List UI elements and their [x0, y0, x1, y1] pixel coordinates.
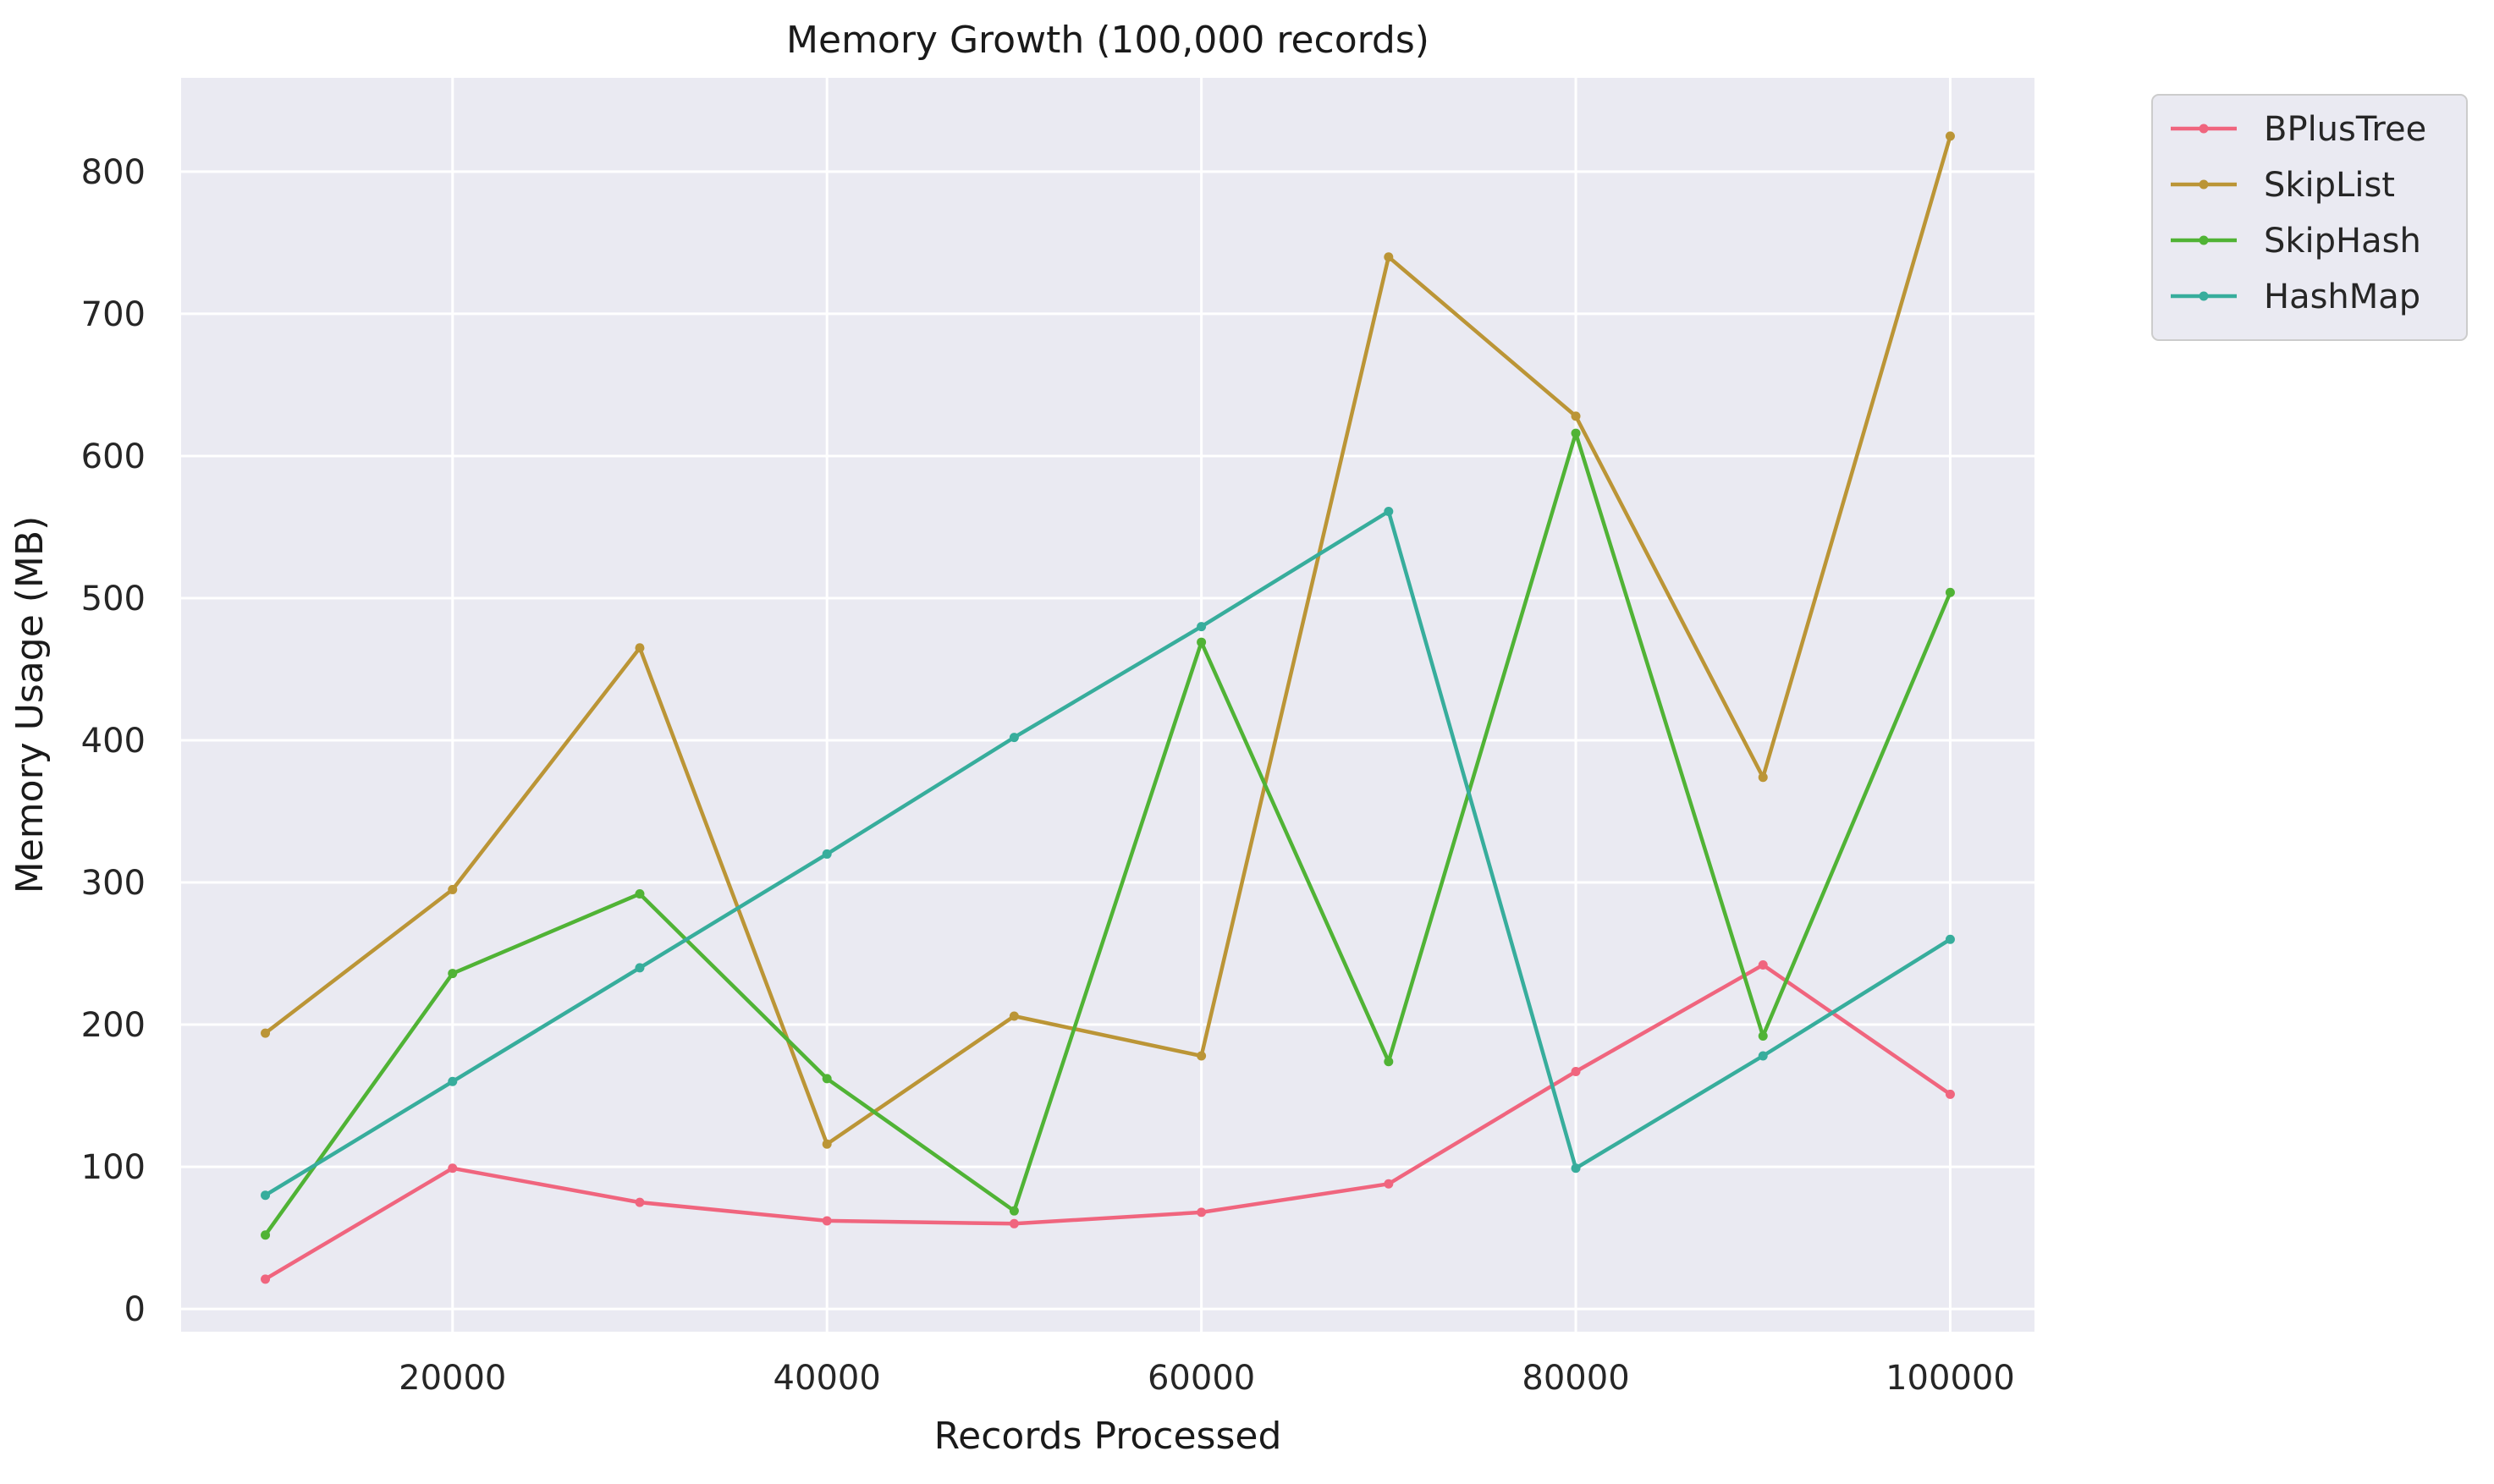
legend-label-bplustree: BPlusTree [2264, 110, 2426, 149]
data-point-skiphash [1009, 1206, 1019, 1216]
legend-marker-skiphash [2199, 235, 2209, 245]
series-line-skiplist [263, 134, 1952, 1146]
data-point-bplustree [1571, 1067, 1581, 1077]
data-point-bplustree [1945, 1089, 1955, 1099]
data-point-hashmap [1197, 622, 1207, 632]
legend-marker-skiplist [2199, 179, 2209, 190]
x-tick-label: 80000 [1522, 1359, 1629, 1398]
series-line-hashmap [263, 509, 1952, 1197]
y-tick-label: 500 [81, 580, 146, 618]
data-point-bplustree [822, 1216, 832, 1226]
data-point-skiplist [822, 1139, 832, 1149]
data-point-skiplist [1009, 1011, 1019, 1021]
y-tick-label: 200 [81, 1006, 146, 1045]
legend-label-hashmap: HashMap [2264, 278, 2420, 316]
data-point-bplustree [1758, 959, 1768, 970]
data-point-skiphash [1758, 1031, 1768, 1042]
y-tick-label: 600 [81, 437, 146, 476]
series-hashmap [261, 506, 1955, 1201]
y-tick-label: 100 [81, 1148, 146, 1187]
legend-label-skiplist: SkipList [2264, 166, 2395, 205]
x-axis-label: Records Processed [934, 1415, 1282, 1458]
data-point-hashmap [1758, 1051, 1768, 1061]
data-point-skiphash [448, 969, 458, 979]
data-point-skiplist [1758, 772, 1768, 783]
data-point-bplustree [635, 1197, 645, 1207]
series-skiphash [261, 428, 1955, 1240]
data-point-skiplist [261, 1028, 271, 1038]
data-point-bplustree [1197, 1207, 1207, 1217]
series-bplustree [261, 959, 1955, 1284]
series-skiplist [261, 131, 1955, 1149]
data-point-skiplist [1571, 411, 1581, 421]
data-point-skiphash [822, 1074, 832, 1084]
legend-items: BPlusTree SkipList SkipHash HashMap [2171, 110, 2426, 316]
legend-item-skiphash: SkipHash [2171, 222, 2421, 261]
y-tick-label: 800 [81, 153, 146, 192]
legend-box [2151, 94, 2468, 341]
data-point-bplustree [261, 1274, 271, 1284]
legend-item-hashmap: HashMap [2171, 278, 2420, 316]
x-tick-label: 60000 [1148, 1359, 1255, 1398]
data-point-hashmap [1384, 506, 1394, 516]
data-point-hashmap [635, 963, 645, 973]
grid-lines [181, 78, 2034, 1332]
tick-labels: 20000 40000 60000 80000 100000 0 100 200 300 400 5… [81, 153, 2015, 1398]
series-line-skiphash [263, 431, 1952, 1237]
data-point-hashmap [1571, 1163, 1581, 1173]
legend-marker-hashmap [2199, 291, 2209, 301]
data-point-skiphash [1571, 428, 1581, 438]
data-point-skiphash [1197, 637, 1207, 647]
y-tick-label: 700 [81, 295, 146, 334]
legend-label-skiphash: SkipHash [2264, 222, 2421, 261]
data-point-skiphash [261, 1230, 271, 1240]
legend-item-skiplist: SkipList [2171, 166, 2395, 205]
data-point-skiplist [1945, 131, 1955, 141]
x-tick-label: 40000 [774, 1359, 881, 1398]
data-point-bplustree [1384, 1179, 1394, 1189]
y-tick-label: 400 [81, 722, 146, 761]
plot-area [181, 78, 2034, 1332]
data-point-skiphash [635, 888, 645, 899]
data-point-hashmap [1945, 934, 1955, 944]
y-tick-label: 300 [81, 864, 146, 903]
data-point-skiplist [1197, 1051, 1207, 1061]
data-point-hashmap [1009, 733, 1019, 743]
x-tick-label: 100000 [1886, 1359, 2015, 1398]
data-point-skiphash [1384, 1057, 1394, 1067]
legend: BPlusTree SkipList SkipHash HashMap [2151, 94, 2468, 341]
data-point-skiplist [635, 643, 645, 653]
series-line-bplustree [263, 963, 1952, 1282]
x-tick-label: 20000 [399, 1359, 506, 1398]
data-point-bplustree [1009, 1218, 1019, 1228]
data-point-hashmap [261, 1190, 271, 1201]
chart-title: Memory Growth (100,000 records) [786, 19, 1429, 62]
data-point-skiphash [1945, 587, 1955, 597]
series-lines [261, 131, 1955, 1284]
data-point-skiplist [448, 884, 458, 894]
legend-item-bplustree: BPlusTree [2171, 110, 2426, 149]
y-tick-label: 0 [124, 1290, 146, 1329]
legend-marker-bplustree [2199, 124, 2209, 134]
data-point-hashmap [448, 1076, 458, 1086]
data-point-skiplist [1384, 252, 1394, 262]
data-point-bplustree [448, 1163, 458, 1173]
y-axis-label: Memory Usage (MB) [8, 516, 52, 894]
data-point-hashmap [822, 849, 832, 859]
